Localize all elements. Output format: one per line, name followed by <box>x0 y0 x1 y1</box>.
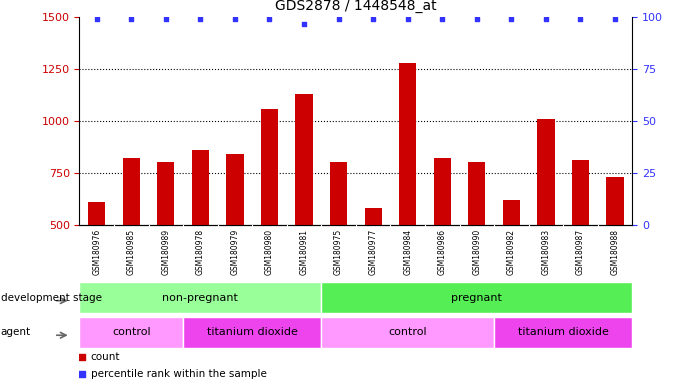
Bar <box>226 154 243 225</box>
Text: GSM180990: GSM180990 <box>472 229 482 275</box>
Point <box>160 16 171 22</box>
Bar <box>321 282 632 313</box>
Bar <box>571 161 589 225</box>
Text: percentile rank within the sample: percentile rank within the sample <box>91 369 267 379</box>
Text: titanium dioxide: titanium dioxide <box>518 327 609 337</box>
Point <box>264 16 275 22</box>
Text: GSM180978: GSM180978 <box>196 229 205 275</box>
Text: GSM180975: GSM180975 <box>334 229 343 275</box>
Bar <box>399 63 416 225</box>
Bar <box>537 119 554 225</box>
Point <box>540 16 551 22</box>
Point <box>229 16 240 22</box>
Text: GSM180986: GSM180986 <box>437 229 447 275</box>
Text: GSM180979: GSM180979 <box>230 229 240 275</box>
Point <box>402 16 413 22</box>
Point <box>126 16 137 22</box>
Bar <box>468 162 485 225</box>
Text: GSM180989: GSM180989 <box>161 229 171 275</box>
Text: GSM180977: GSM180977 <box>368 229 378 275</box>
Text: GSM180988: GSM180988 <box>610 229 620 275</box>
Text: GSM180976: GSM180976 <box>92 229 102 275</box>
Point <box>91 16 102 22</box>
Point <box>471 16 482 22</box>
Bar <box>606 177 623 225</box>
Text: GSM180987: GSM180987 <box>576 229 585 275</box>
Bar <box>79 282 321 313</box>
Bar <box>494 317 632 348</box>
Text: count: count <box>91 352 120 362</box>
Text: control: control <box>112 327 151 337</box>
Point <box>77 354 88 360</box>
Bar <box>364 208 381 225</box>
Text: agent: agent <box>1 327 31 337</box>
Bar <box>157 162 174 225</box>
Point <box>506 16 517 22</box>
Point <box>195 16 206 22</box>
Text: non-pregnant: non-pregnant <box>162 293 238 303</box>
Bar <box>330 162 347 225</box>
Bar <box>261 109 278 225</box>
Bar <box>183 317 321 348</box>
Point <box>437 16 448 22</box>
Text: GSM180984: GSM180984 <box>403 229 413 275</box>
Point <box>299 20 310 26</box>
Point <box>77 371 88 377</box>
Text: GSM180985: GSM180985 <box>126 229 136 275</box>
Bar <box>502 200 520 225</box>
Text: titanium dioxide: titanium dioxide <box>207 327 298 337</box>
Text: GSM180980: GSM180980 <box>265 229 274 275</box>
Text: GSM180982: GSM180982 <box>507 229 516 275</box>
Bar <box>433 158 451 225</box>
Point <box>575 16 586 22</box>
Bar <box>122 158 140 225</box>
Bar <box>321 317 494 348</box>
Text: pregnant: pregnant <box>451 293 502 303</box>
Bar <box>191 150 209 225</box>
Point <box>609 16 621 22</box>
Bar <box>79 317 183 348</box>
Point <box>333 16 344 22</box>
Bar <box>295 94 312 225</box>
Text: control: control <box>388 327 427 337</box>
Text: GSM180983: GSM180983 <box>541 229 551 275</box>
Point <box>368 16 379 22</box>
Text: development stage: development stage <box>1 293 102 303</box>
Text: GSM180981: GSM180981 <box>299 229 309 275</box>
Bar <box>88 202 105 225</box>
Title: GDS2878 / 1448548_at: GDS2878 / 1448548_at <box>275 0 437 13</box>
